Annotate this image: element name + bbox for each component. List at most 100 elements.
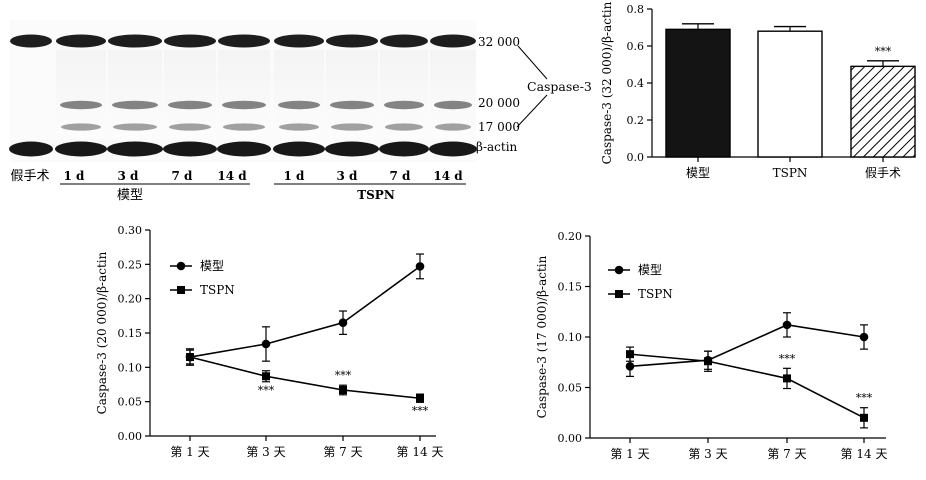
bar-chart-x-tick-label: 假手术 <box>865 166 901 180</box>
blot-band-beta-actin-3 <box>163 141 217 157</box>
y-tick-label: 0.10 <box>558 331 583 344</box>
y-tick-label: 0.20 <box>118 293 143 306</box>
blot-band-beta-actin-7 <box>379 141 429 157</box>
data-point-tspn <box>704 357 712 366</box>
data-point-model <box>261 339 271 349</box>
blot-band-17000-3 <box>169 123 211 131</box>
y-tick-label: 0.00 <box>118 430 143 443</box>
data-point-tspn <box>186 353 194 362</box>
band-label-beta-actin: β-actin <box>476 140 518 154</box>
legend-label: TSPN <box>200 283 235 297</box>
significance-label: *** <box>258 384 275 397</box>
blot-band-32000-1 <box>56 34 106 48</box>
blot-band-32000-7 <box>380 34 428 48</box>
blot-band-20000-4 <box>222 100 266 110</box>
blot-band-beta-actin-8 <box>429 141 477 157</box>
blot-band-beta-actin-2 <box>107 141 163 157</box>
line-chart-20000-y-label: Caspase-3 (20 000)/β-actin <box>95 251 109 414</box>
data-point-model <box>782 320 792 330</box>
series-line-tspn <box>629 353 865 419</box>
blot-band-20000-8 <box>434 100 472 110</box>
lane-label-tspn-14d: 14 d <box>433 169 463 183</box>
band-label-32000: 32 000 <box>478 35 520 49</box>
blot-band-beta-actin-1 <box>55 141 107 157</box>
y-tick-label: 0.15 <box>118 327 143 340</box>
y-tick-label: 0.05 <box>118 396 143 409</box>
lane-label-tspn-3d: 3 d <box>337 169 359 183</box>
protein-label: Caspase-3 <box>527 79 592 94</box>
legend-marker-tspn <box>177 286 185 294</box>
y-tick-label: 0.05 <box>558 382 583 395</box>
bar-chart-x-tick-label: 模型 <box>686 166 710 180</box>
blot-lane-1 <box>56 50 106 138</box>
x-tick-label: 第 3 天 <box>246 445 285 459</box>
band-label-17000: 17 000 <box>478 120 520 134</box>
lane-label-model-14d: 14 d <box>217 169 247 183</box>
series-line-model <box>189 265 421 358</box>
x-tick-label: 第 14 天 <box>841 447 888 461</box>
y-tick-label: 0.25 <box>118 258 143 271</box>
bar <box>665 28 731 158</box>
blot-band-32000-4 <box>218 34 270 48</box>
group-label-model: 模型 <box>117 188 143 203</box>
blot-lane-5 <box>274 50 324 138</box>
bar-chart-y-tick-label: 0.8 <box>627 3 645 16</box>
y-tick-label: 0.20 <box>558 230 583 243</box>
blot-band-20000-2 <box>112 100 158 110</box>
x-tick-label: 第 1 天 <box>610 447 649 461</box>
bar-chart-y-label: Caspase-3 (32 000)/β-actin <box>600 1 614 164</box>
legend-label: 模型 <box>638 263 662 277</box>
bar-chart-y-tick-label: 0.0 <box>627 151 645 164</box>
legend-label: TSPN <box>638 287 673 301</box>
blot-band-17000-6 <box>331 123 373 131</box>
lane-label-tspn-1d: 1 d <box>284 169 306 183</box>
data-point-model <box>338 318 348 328</box>
significance-label: *** <box>412 404 429 417</box>
blot-band-17000-2 <box>113 123 157 131</box>
significance-label: *** <box>856 392 873 405</box>
x-tick-label: 第 7 天 <box>767 447 806 461</box>
x-tick-label: 第 14 天 <box>397 445 444 459</box>
group-label-tspn: TSPN <box>357 188 395 202</box>
blot-lane-8 <box>430 50 476 138</box>
bar <box>757 30 823 158</box>
y-tick-label: 0.15 <box>558 281 583 294</box>
y-tick-label: 0.10 <box>118 361 143 374</box>
line-chart-20000: 0.00 0.05 0.10 0.15 0.20 0.25 0.30 第 1 天 第 3 天 第 … <box>95 224 443 459</box>
data-point-tspn <box>626 350 634 359</box>
blot-band-20000-5 <box>278 100 320 110</box>
blot-band-17000-1 <box>61 123 101 131</box>
lane-label-model-3d: 3 d <box>118 169 140 183</box>
blot-lane-7 <box>380 50 428 138</box>
blot-band-beta-actin-6 <box>325 141 379 157</box>
blot-band-beta-actin-5 <box>273 141 325 157</box>
bar-chart-y-tick-label: 0.4 <box>627 77 645 90</box>
data-point-tspn <box>339 385 347 394</box>
y-tick-label: 0.00 <box>558 432 583 445</box>
blot-lane-3 <box>164 50 216 138</box>
blot-band-beta-actin-4 <box>217 141 271 157</box>
blot-band-32000-3 <box>164 34 216 48</box>
blot-band-32000-2 <box>108 34 162 48</box>
blot-band-20000-7 <box>384 100 424 110</box>
data-point-tspn <box>783 374 791 383</box>
lane-label-sham: 假手术 <box>10 169 49 184</box>
series-line-tspn <box>189 356 421 400</box>
data-point-model <box>415 262 425 271</box>
blot-lane-6 <box>326 50 378 138</box>
blot-band-20000-1 <box>60 100 102 110</box>
blot-band-17000-4 <box>223 123 265 131</box>
data-point-model <box>625 361 635 371</box>
band-label-20000: 20 000 <box>478 96 520 110</box>
y-tick-label: 0.30 <box>118 224 143 237</box>
western-blot: 32 000 20 000 17 000 β-actin Caspase-3 假… <box>9 20 592 203</box>
data-point-model <box>859 332 869 342</box>
significance-label: *** <box>779 352 796 365</box>
data-point-tspn <box>860 413 868 422</box>
series-line-model <box>629 324 865 368</box>
data-point-tspn <box>416 394 424 403</box>
lane-label-model-7d: 7 d <box>172 169 194 183</box>
bar-chart: 0.0 0.2 0.4 0.6 0.8 模型 TSPN 假手术 *** Caspase-3 (… <box>600 1 916 180</box>
